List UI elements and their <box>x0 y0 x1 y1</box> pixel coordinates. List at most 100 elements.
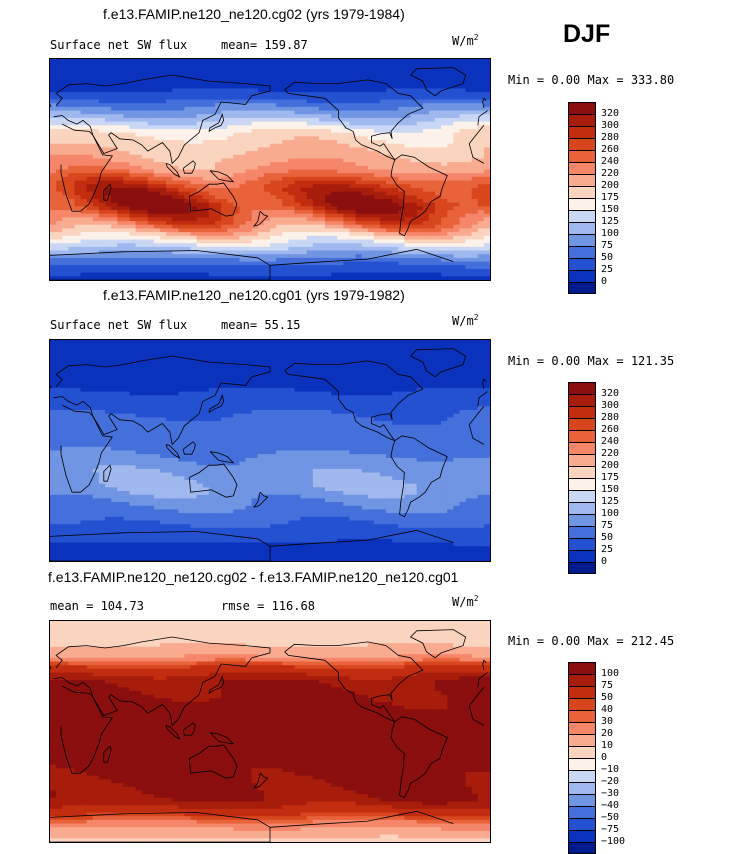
field-cell <box>147 261 155 266</box>
field-cell <box>86 66 94 71</box>
field-cell <box>312 136 320 141</box>
field-cell <box>398 243 406 248</box>
panel1-colorbar-labels: 320 300 280 260 240 220 200 175 150 125 100 75 50 25 0 <box>601 108 619 288</box>
field-cell <box>331 162 338 167</box>
field-cell <box>300 169 308 174</box>
field-cell <box>288 66 296 71</box>
field-cell <box>208 151 216 156</box>
field-cell <box>117 358 124 363</box>
field-cell <box>428 358 436 363</box>
field-cell <box>74 114 82 119</box>
field-cell <box>172 117 179 123</box>
field-cell <box>276 221 283 226</box>
field-cell <box>416 169 424 174</box>
field-cell <box>361 246 369 252</box>
field-cell <box>380 103 387 108</box>
field-cell <box>215 154 222 160</box>
field-cell <box>196 173 204 178</box>
field-cell <box>459 202 467 207</box>
field-cell <box>227 165 234 171</box>
field-cell <box>416 228 424 233</box>
field-cell <box>367 354 375 360</box>
field-cell <box>428 257 436 263</box>
field-cell <box>270 268 277 274</box>
field-cell <box>404 117 412 123</box>
field-cell <box>86 95 94 101</box>
field-cell <box>398 365 406 371</box>
field-cell <box>410 354 418 360</box>
field-cell <box>153 362 161 367</box>
field-cell <box>306 210 314 215</box>
field-cell <box>477 257 485 263</box>
field-cell <box>404 235 412 241</box>
field-cell <box>477 143 485 148</box>
field-cell <box>477 114 485 119</box>
panel2-map <box>49 339 491 562</box>
field-cell <box>184 261 192 266</box>
field-cell <box>80 169 88 174</box>
field-cell <box>325 206 332 211</box>
field-cell <box>435 81 442 86</box>
field-cell <box>276 224 283 230</box>
field-cell <box>318 165 326 171</box>
field-cell <box>398 62 406 67</box>
field-cell <box>263 235 271 241</box>
field-cell <box>233 254 241 259</box>
field-cell <box>86 99 94 104</box>
field-cell <box>428 77 436 82</box>
field-cell <box>123 92 131 97</box>
field-cell <box>331 358 338 363</box>
field-cell <box>202 257 210 263</box>
field-cell <box>147 195 155 200</box>
field-cell <box>270 84 277 90</box>
field-cell <box>221 340 228 345</box>
field-cell <box>129 162 137 167</box>
field-cell <box>325 254 332 259</box>
field-cell <box>294 195 302 200</box>
field-cell <box>80 265 88 270</box>
field-cell <box>337 365 344 371</box>
field-cell <box>459 246 467 252</box>
field-cell <box>221 243 228 248</box>
field-cell <box>153 132 161 137</box>
field-cell <box>62 210 69 215</box>
field-cell <box>56 246 63 252</box>
field-cell <box>105 254 112 259</box>
field-cell <box>239 77 247 82</box>
field-cell <box>276 158 283 163</box>
field-cell <box>422 110 430 115</box>
field-cell <box>428 154 436 160</box>
field-cell <box>453 365 461 371</box>
field-cell <box>331 103 338 108</box>
field-cell <box>221 369 228 374</box>
field-cell <box>239 147 247 152</box>
field-cell <box>190 347 198 352</box>
field-cell <box>74 224 82 230</box>
field-cell <box>123 254 131 259</box>
field-cell <box>331 125 338 130</box>
field-cell <box>190 198 198 204</box>
field-cell <box>294 228 302 233</box>
field-cell <box>196 224 204 230</box>
field-cell <box>50 125 57 130</box>
field-cell <box>398 125 406 130</box>
field-cell <box>276 191 283 196</box>
field-cell <box>306 206 314 211</box>
field-cell <box>178 121 186 126</box>
field-cell <box>129 202 137 207</box>
field-cell <box>361 136 369 141</box>
field-cell <box>355 180 363 185</box>
field-cell <box>435 136 442 141</box>
field-cell <box>178 235 186 241</box>
field-cell <box>325 213 332 218</box>
africa-coastline <box>60 123 114 212</box>
field-cell <box>147 243 155 248</box>
field-cell <box>172 358 179 363</box>
field-cell <box>251 99 259 104</box>
field-cell <box>410 106 418 112</box>
field-cell <box>74 92 82 97</box>
field-cell <box>477 151 485 156</box>
field-cell <box>215 369 222 374</box>
field-cell <box>92 136 100 141</box>
field-cell <box>123 232 131 237</box>
